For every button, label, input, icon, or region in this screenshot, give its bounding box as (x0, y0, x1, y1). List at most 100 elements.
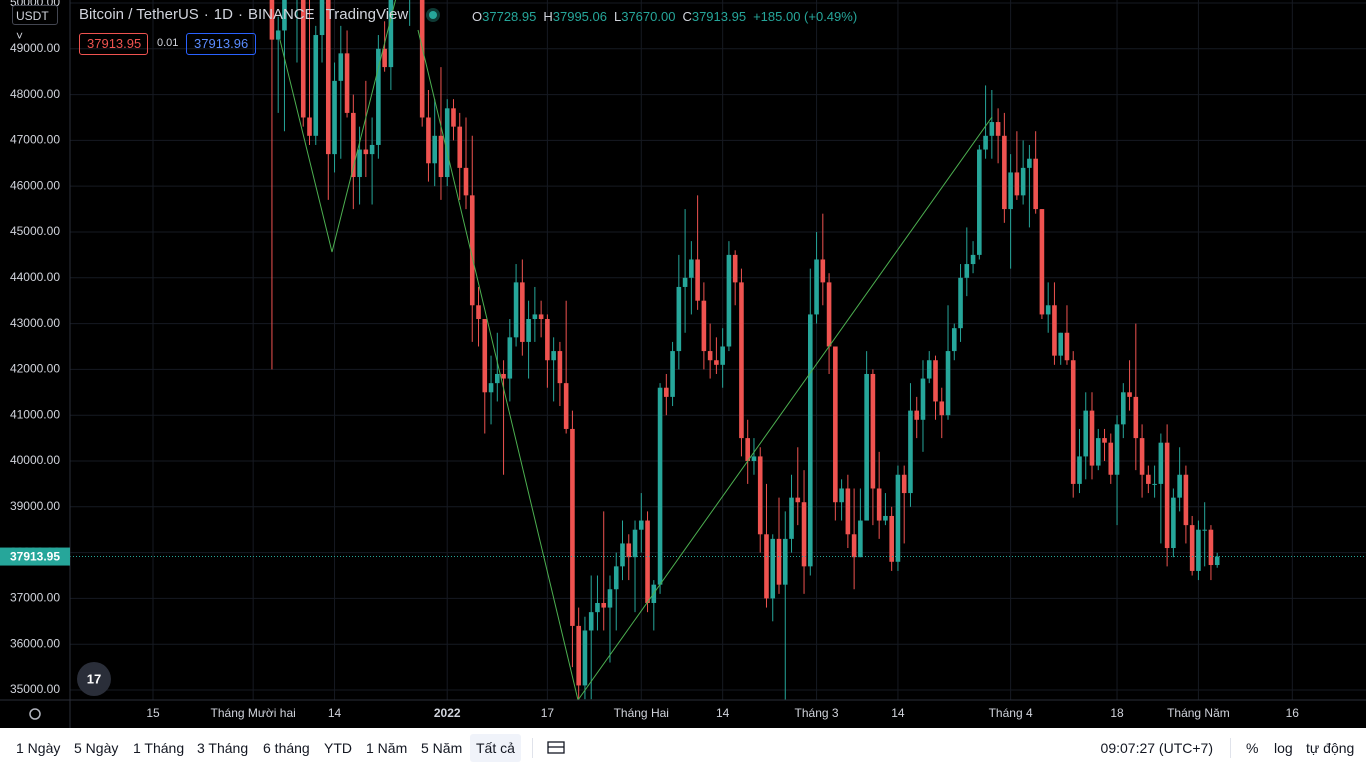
candle-body (419, 0, 425, 118)
candle-body (726, 254, 732, 347)
ohlc-key: C (682, 9, 692, 24)
candle-body (482, 319, 488, 393)
candle-body (720, 346, 725, 365)
candle-body (951, 328, 957, 352)
x-tick-label: Tháng 3 (795, 706, 839, 720)
currency: USDT (16, 9, 49, 23)
candle-body (814, 259, 819, 315)
status-dot (429, 10, 438, 19)
candle-body (1171, 497, 1176, 549)
x-tick-label: Tháng Năm (1167, 706, 1230, 720)
candle-body (1183, 474, 1189, 526)
x-tick-label: 16 (1286, 706, 1300, 720)
candle-body (620, 543, 625, 567)
candle-body (1077, 456, 1082, 484)
compare-icon[interactable] (547, 740, 565, 756)
candle-body (870, 373, 876, 489)
range-button[interactable]: 1 Năm (366, 740, 408, 756)
candle-body (682, 277, 688, 287)
candle-body (313, 35, 319, 136)
candle-body (545, 319, 550, 361)
candle-body (701, 300, 707, 352)
candle-body (357, 149, 362, 178)
candle-body (444, 108, 450, 178)
sep: · (203, 6, 209, 23)
candle-body (307, 117, 312, 136)
symbol-header: Bitcoin / TetherUS · 1D · BINANCE TradingV… (79, 6, 442, 23)
candle-body (1177, 474, 1182, 498)
candle-body (1133, 396, 1139, 439)
settings-icon[interactable] (29, 708, 41, 720)
divider (1230, 738, 1231, 758)
range-button[interactable]: 3 Tháng (197, 740, 249, 756)
tv-logo[interactable] (77, 662, 111, 696)
candle-body (808, 314, 813, 567)
range-button[interactable]: 1 Tháng (133, 740, 185, 756)
candle-body (520, 282, 525, 342)
y-tick-label: 49000.00 (10, 41, 60, 55)
candle-body (376, 48, 381, 145)
candle-body (977, 149, 982, 255)
candle-body (995, 122, 1001, 136)
range-button[interactable]: 6 tháng (263, 740, 310, 756)
bottom-toolbar: 1 Ngày 5 Ngày 1 Tháng 3 Tháng 6 tháng YTD 1 Nă… (0, 728, 1366, 768)
buy-button[interactable]: 37913.96 (186, 33, 256, 55)
candle-body (595, 602, 600, 613)
ohlc-key: H (543, 9, 553, 24)
candle-body (801, 502, 807, 567)
x-tick-label: 14 (891, 706, 905, 720)
sell-button[interactable]: 37913.95 (79, 33, 148, 55)
interval: 1D (213, 6, 233, 23)
candle-body (958, 277, 963, 329)
range-button[interactable]: 5 Năm (421, 740, 463, 756)
candle-body (764, 534, 769, 599)
scale-option[interactable]: % (1246, 740, 1259, 756)
candle-body (476, 305, 481, 320)
candle-body (939, 401, 945, 416)
exchange: BINANCE (247, 6, 315, 23)
candle-body (1196, 529, 1201, 571)
candle-body (1121, 392, 1126, 425)
candle-body (438, 135, 444, 178)
clock: 09:07:27 (UTC+7) (1100, 740, 1213, 756)
candle-body (670, 351, 675, 397)
currency-select[interactable]: USDT ˅ (12, 5, 58, 43)
range-button[interactable]: 1 Ngày (16, 740, 61, 756)
candle-body (382, 48, 387, 68)
x-tick-label: Tháng Mười hai (211, 706, 296, 720)
range-button[interactable]: Tất cả (470, 734, 521, 762)
candle-body (933, 360, 938, 402)
candle-body (795, 497, 801, 503)
x-tick-label: 15 (146, 706, 160, 720)
candle-body (538, 314, 544, 320)
candle-body (901, 474, 907, 494)
range-button[interactable]: 5 Ngày (74, 740, 119, 756)
scale-option[interactable]: log (1274, 740, 1293, 756)
candle-body (714, 360, 719, 365)
candle-body (1058, 332, 1063, 356)
divider (532, 738, 533, 758)
candle-body (1152, 483, 1157, 485)
range-button[interactable]: YTD (324, 740, 352, 756)
x-tick-label: 14 (716, 706, 730, 720)
candle-body (820, 259, 826, 283)
candle-body (1202, 529, 1207, 531)
candle-body (588, 612, 594, 631)
y-tick-label: 46000.00 (10, 178, 60, 192)
candle-body (338, 53, 344, 81)
scale-option[interactable]: tự động (1306, 740, 1355, 756)
source: TradingView (325, 6, 409, 23)
candle-body (1108, 442, 1114, 475)
candle-body (695, 259, 700, 301)
candle-body (676, 286, 682, 352)
ohlc-legend: O 37728.95 H 37995.06 L 37670.00 C 37913.95 +185… (472, 9, 857, 24)
y-tick-label: 39000.00 (10, 499, 60, 513)
candle-body (325, 0, 331, 155)
candle-body (983, 135, 988, 150)
candle-body (570, 428, 575, 626)
y-tick-label: 36000.00 (10, 636, 60, 650)
candle-body (457, 126, 463, 168)
candle-body (989, 122, 995, 136)
candle-body (638, 520, 644, 530)
candle-body (526, 319, 531, 342)
